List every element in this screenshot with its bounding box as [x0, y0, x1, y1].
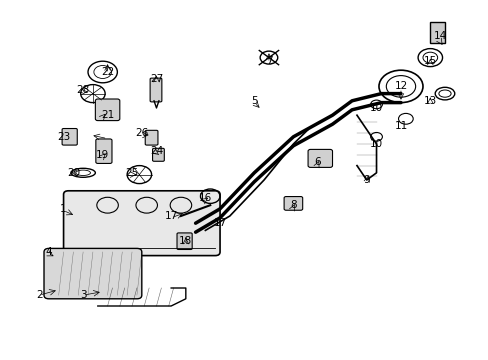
FancyBboxPatch shape — [96, 139, 112, 163]
Text: 22: 22 — [101, 67, 114, 77]
FancyBboxPatch shape — [44, 248, 142, 299]
Text: 27: 27 — [149, 74, 163, 84]
FancyBboxPatch shape — [150, 78, 162, 102]
Text: 26: 26 — [135, 128, 148, 138]
Text: 8: 8 — [289, 200, 296, 210]
Text: 20: 20 — [67, 168, 80, 178]
Text: 16: 16 — [198, 193, 212, 203]
Text: 23: 23 — [57, 132, 70, 142]
Text: 10: 10 — [369, 139, 382, 149]
Text: 11: 11 — [393, 121, 407, 131]
Text: 14: 14 — [432, 31, 446, 41]
FancyBboxPatch shape — [95, 99, 120, 121]
Text: 1: 1 — [60, 204, 67, 214]
FancyBboxPatch shape — [62, 129, 77, 145]
Text: 19: 19 — [96, 150, 109, 160]
FancyBboxPatch shape — [284, 197, 302, 210]
Text: 21: 21 — [101, 110, 114, 120]
Text: 4: 4 — [45, 247, 52, 257]
Text: 17: 17 — [213, 218, 226, 228]
Text: 2: 2 — [36, 290, 42, 300]
Text: 6: 6 — [314, 157, 321, 167]
FancyBboxPatch shape — [177, 233, 192, 249]
FancyBboxPatch shape — [63, 191, 220, 256]
FancyBboxPatch shape — [152, 148, 164, 161]
Text: 13: 13 — [423, 96, 436, 106]
Text: 12: 12 — [393, 81, 407, 91]
Bar — [429, 22, 444, 43]
Text: 10: 10 — [369, 103, 382, 113]
Text: 9: 9 — [363, 175, 369, 185]
Text: 28: 28 — [76, 85, 90, 95]
Text: 17: 17 — [164, 211, 178, 221]
FancyBboxPatch shape — [307, 149, 332, 167]
Text: 5: 5 — [250, 96, 257, 106]
Text: 15: 15 — [423, 56, 436, 66]
FancyBboxPatch shape — [145, 130, 158, 145]
Text: 3: 3 — [80, 290, 86, 300]
Text: 7: 7 — [265, 56, 272, 66]
Text: 24: 24 — [149, 146, 163, 156]
Text: 18: 18 — [179, 236, 192, 246]
Text: 25: 25 — [125, 168, 139, 178]
